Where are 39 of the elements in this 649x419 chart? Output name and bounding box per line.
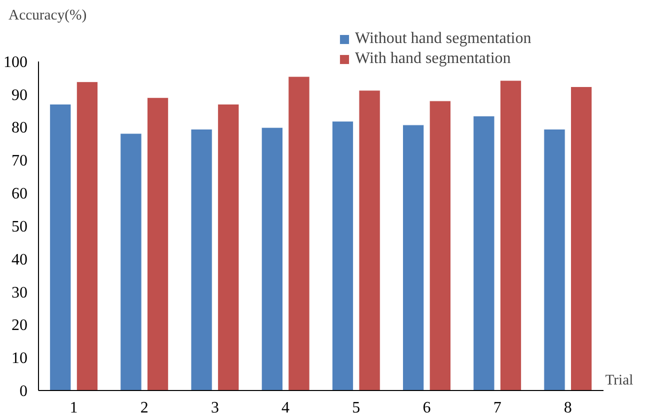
y-tick-label: 30: [12, 284, 28, 302]
bar: [50, 104, 72, 390]
bar: [120, 133, 142, 390]
x-tick-label: 6: [422, 400, 431, 416]
bar: [544, 128, 566, 390]
bar: [500, 80, 522, 390]
bar: [332, 121, 354, 390]
x-tick-label: 5: [352, 400, 360, 416]
y-tick-label: 60: [12, 186, 28, 203]
bar: [76, 82, 98, 390]
y-tick-label: 100: [4, 54, 28, 71]
x-tick-label: 3: [210, 400, 219, 416]
bar: [218, 104, 240, 390]
x-axis-title: Trial: [605, 372, 634, 388]
bar: [570, 86, 592, 390]
bar: [358, 90, 380, 390]
bar: [146, 97, 169, 390]
y-tick-label: 70: [12, 152, 28, 170]
bar: [473, 116, 495, 390]
y-tick-label: 0: [20, 383, 28, 400]
y-tick-label: 90: [12, 86, 28, 104]
y-tick-label: 40: [12, 251, 28, 268]
bar: [261, 127, 283, 390]
x-tick-label: 7: [493, 400, 502, 416]
y-tick-label: 80: [12, 120, 28, 137]
y-tick-label: 50: [12, 218, 28, 236]
y-tick-label: 20: [12, 317, 28, 334]
y-tick-label: 10: [12, 350, 28, 368]
bar: [429, 100, 451, 390]
y-axis-title: Accuracy(%): [8, 8, 87, 24]
x-tick-label: 1: [70, 400, 78, 416]
bar: [190, 128, 212, 390]
bar: [402, 124, 424, 390]
legend-label: With hand segmentation: [355, 50, 511, 68]
x-tick-label: 4: [282, 400, 290, 416]
bar: [288, 76, 310, 390]
x-tick-label: 2: [140, 400, 148, 416]
legend-label: Without hand segmentation: [355, 30, 532, 48]
x-tick-label: 8: [564, 400, 572, 416]
